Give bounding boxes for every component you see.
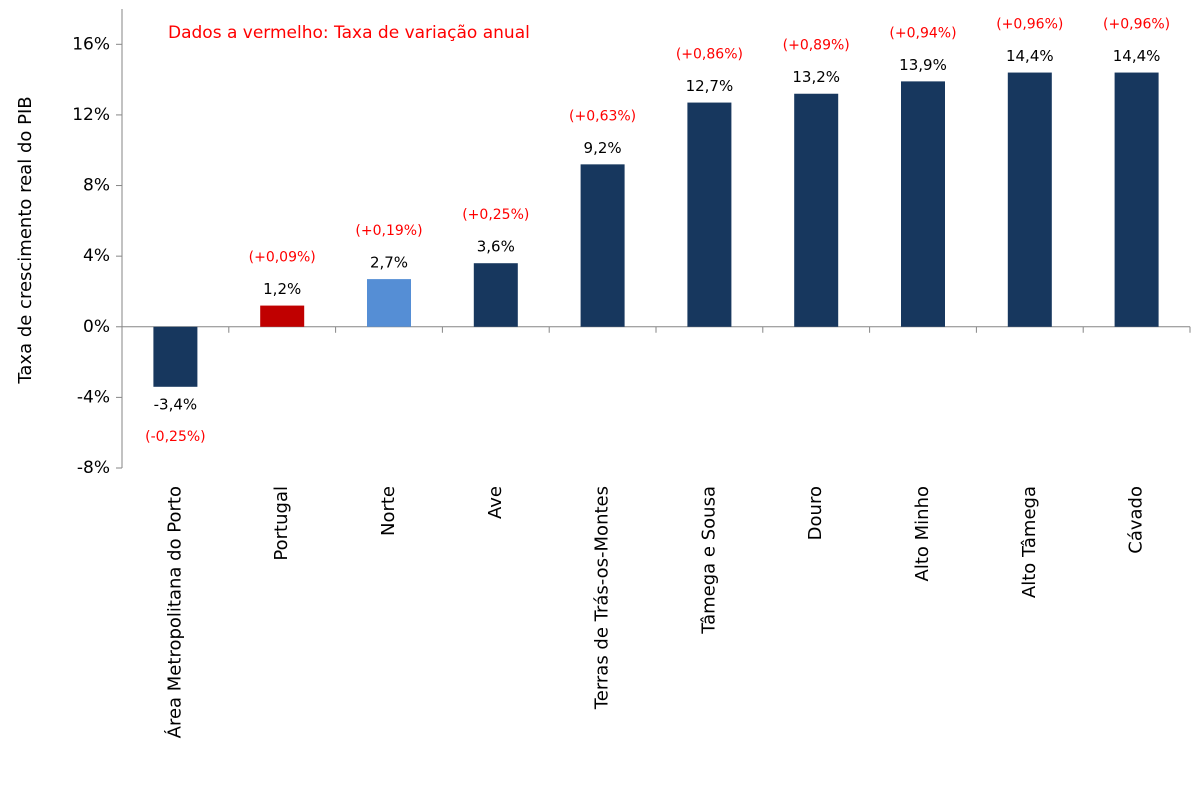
y-tick-label: 4% xyxy=(83,246,110,266)
value-label: 3,6% xyxy=(477,238,515,256)
value-label: 2,7% xyxy=(370,254,408,272)
bar xyxy=(367,279,411,327)
x-tick-label: Ave xyxy=(485,486,506,519)
y-tick-label: 8% xyxy=(83,176,110,196)
y-tick-label: 0% xyxy=(83,317,110,337)
value-label: 1,2% xyxy=(263,280,301,298)
y-tick-label: 12% xyxy=(72,105,110,125)
value-label: 9,2% xyxy=(584,139,622,157)
x-tick-label: Portugal xyxy=(271,486,292,561)
change-label: (+0,89%) xyxy=(783,38,850,54)
x-tick-label: Terras de Trás-os-Montes xyxy=(592,486,613,710)
x-tick-label: Área Metropolitana do Porto xyxy=(163,486,185,738)
bar xyxy=(153,326,198,387)
change-label: (+0,25%) xyxy=(462,207,529,223)
value-label: 14,4% xyxy=(1006,47,1054,65)
value-label: 14,4% xyxy=(1113,47,1161,65)
bar xyxy=(1007,72,1052,327)
x-tick-label: Norte xyxy=(378,486,399,536)
x-tick-label: Tâmega e Sousa xyxy=(698,486,719,635)
change-label: (-0,25%) xyxy=(145,429,205,445)
change-label: (+0,63%) xyxy=(569,108,636,124)
value-label: 13,9% xyxy=(899,56,947,74)
bar xyxy=(580,164,625,327)
chart-note: Dados a vermelho: Taxa de variação anual xyxy=(168,23,530,43)
change-label: (+0,86%) xyxy=(676,47,743,63)
x-tick-label: Alto Tâmega xyxy=(1019,486,1040,598)
bar xyxy=(901,81,945,327)
x-tick-label: Douro xyxy=(805,486,826,540)
bar xyxy=(687,102,732,327)
y-tick-label: 16% xyxy=(72,34,110,54)
x-tick-label: Alto Minho xyxy=(912,486,933,581)
value-label: 12,7% xyxy=(686,77,734,95)
y-axis-label: Taxa de crescimento real do PIB xyxy=(15,96,36,384)
bar xyxy=(260,305,305,327)
bar xyxy=(794,93,839,327)
bar xyxy=(1114,72,1159,327)
change-label: (+0,96%) xyxy=(996,17,1063,33)
y-tick-label: -4% xyxy=(77,387,110,407)
change-label: (+0,09%) xyxy=(249,250,316,266)
change-label: (+0,94%) xyxy=(889,25,956,41)
x-tick-label: Cávado xyxy=(1126,486,1147,554)
value-label: -3,4% xyxy=(154,395,198,413)
change-label: (+0,19%) xyxy=(355,223,422,239)
change-label: (+0,96%) xyxy=(1103,17,1170,33)
bar xyxy=(473,263,518,327)
y-tick-label: -8% xyxy=(77,458,110,478)
value-label: 13,2% xyxy=(792,68,840,86)
